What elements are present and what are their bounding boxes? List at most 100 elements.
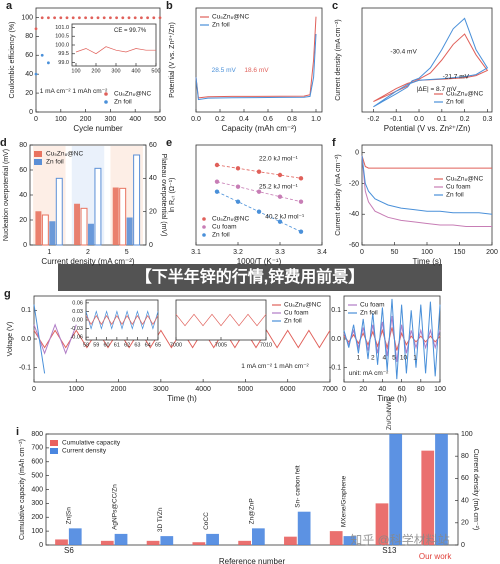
y-tick-label: -0.03 [70,326,83,332]
category-label: Zn/CuNWs [386,397,393,430]
point [298,199,304,204]
x-tick-label: 0.2 [460,116,470,123]
x-tick-label: 200 [91,68,100,74]
banner: 【下半年锌的行情,锌费用前景】 [136,267,364,286]
x-tick-label: 5000 [238,386,254,393]
panel: i 0 100 200 300 400 500 600 700 800 0 20 40 60 80 100 Re… [16,397,479,564]
panel-label: c [332,0,338,12]
x-tick-label: 0.1 [437,116,447,123]
legend-label: Zn foil [446,192,464,199]
y-tick-label: 40 [25,71,33,78]
bar [112,187,119,245]
x-tick-label: 65 [155,342,161,348]
y2-tick-label: 40 [461,497,469,504]
x-tick-label: 150 [454,249,466,256]
x-tick-label: 0 [342,386,346,393]
y-tick-label: 700 [31,445,43,452]
legend-label: Zn foil [212,232,230,239]
plot-frame [361,7,493,113]
annotation: 1 [357,355,361,362]
y2-axis-label: Plateau overpotential (mV) [160,154,167,237]
bar [133,154,141,246]
bar [238,540,251,545]
y-tick-label: 200 [31,514,43,521]
legend-swatch [104,92,108,96]
series-line [85,310,159,330]
annotation: -30.4 mV [390,48,417,55]
y-tick-label: 99.0 [58,60,69,66]
y-tick-label: 101.0 [55,25,69,31]
x-axis-label: Time (h) [377,394,407,403]
legend-label: Cu₅Zn₈@NC [114,91,152,98]
bar [421,450,435,545]
legend-label: Cu₅Zn₈@NC [212,216,250,223]
bar [375,503,389,545]
annotation: 2 [371,355,375,362]
y-tick-label: 0.1 [21,307,31,314]
bar [49,221,56,245]
point [90,16,94,20]
point [47,61,50,65]
point [152,16,156,20]
point [277,194,283,199]
x-tick-label: 7005 [215,342,227,348]
legend-swatch [34,159,42,165]
point [71,16,75,20]
x-tick-label: 100 [71,68,80,74]
y-tick-label: 800 [31,431,43,438]
bar [146,540,160,545]
panel-label: a [6,0,13,12]
bar [284,536,297,545]
legend-swatch [202,217,206,221]
legend-label: Zn foil [46,159,64,166]
series-line [85,315,159,325]
point [133,16,137,20]
legend-swatch [50,448,58,454]
point [96,16,100,20]
category-label: Zn|Sn [66,507,73,525]
bar [88,223,94,245]
annotation: 4 [383,355,387,362]
point [127,16,131,20]
y-tick-label: 100.5 [55,34,69,40]
plot-frame [71,23,157,67]
point [121,16,125,20]
category-label: AgNPs@CC/Zn [111,484,118,530]
x-tick-label: 61 [114,342,120,348]
point [109,16,112,20]
y-tick-label: 0.1 [331,307,341,314]
x-tick-label: 2 [86,249,90,256]
point [34,72,38,76]
legend-label: Zn foil [446,99,464,106]
series-line [373,17,489,108]
x-tick-label: 0.6 [263,116,273,123]
y-tick-label: -60 [349,242,359,249]
panel: 7000 7005 7010 [170,299,272,348]
legend-label: Cu foam [212,224,237,231]
x-tick-label: 5 [125,249,129,256]
watermark: 知乎 @科学材料站 [350,532,450,547]
y2-axis-label: Current density (mA cm⁻²) [472,449,479,531]
y2-tick-label: 20 [149,209,157,216]
panel: e 3.1 3.2 3.3 3.4 1000/T (K⁻¹) ln R꜀ₜ (Ω⁻¹) 22.… [166,137,327,266]
annotation: 28.5 mV [212,67,237,74]
y-tick-label: 0.0 [331,336,341,343]
bar [114,533,128,545]
annotation: 1 mA cm⁻² 1 mAh cm⁻² [241,363,309,370]
y-tick-label: 0 [355,150,359,157]
panel: 99.0 99.5 100.0 100.5 101.0 100 200 300 400 500 CE… [55,23,161,74]
y-axis-label: Current density (mA cm⁻²) [335,19,342,101]
x-tick-label: 60 [104,342,110,348]
x-tick-label: 63 [134,342,140,348]
category-label: Zn@ZnP [249,498,256,524]
panel-label: g [4,288,11,300]
y-tick-label: -0.06 [70,335,83,341]
x-tick-label: 64 [145,342,151,348]
x-tick-label: 200 [486,249,498,256]
x-tick-label: 1.0 [311,116,321,123]
bar [252,528,265,545]
legend-label: Cu foam [360,302,385,309]
x-tick-label: 2000 [111,386,127,393]
x-tick-label: 400 [131,68,140,74]
